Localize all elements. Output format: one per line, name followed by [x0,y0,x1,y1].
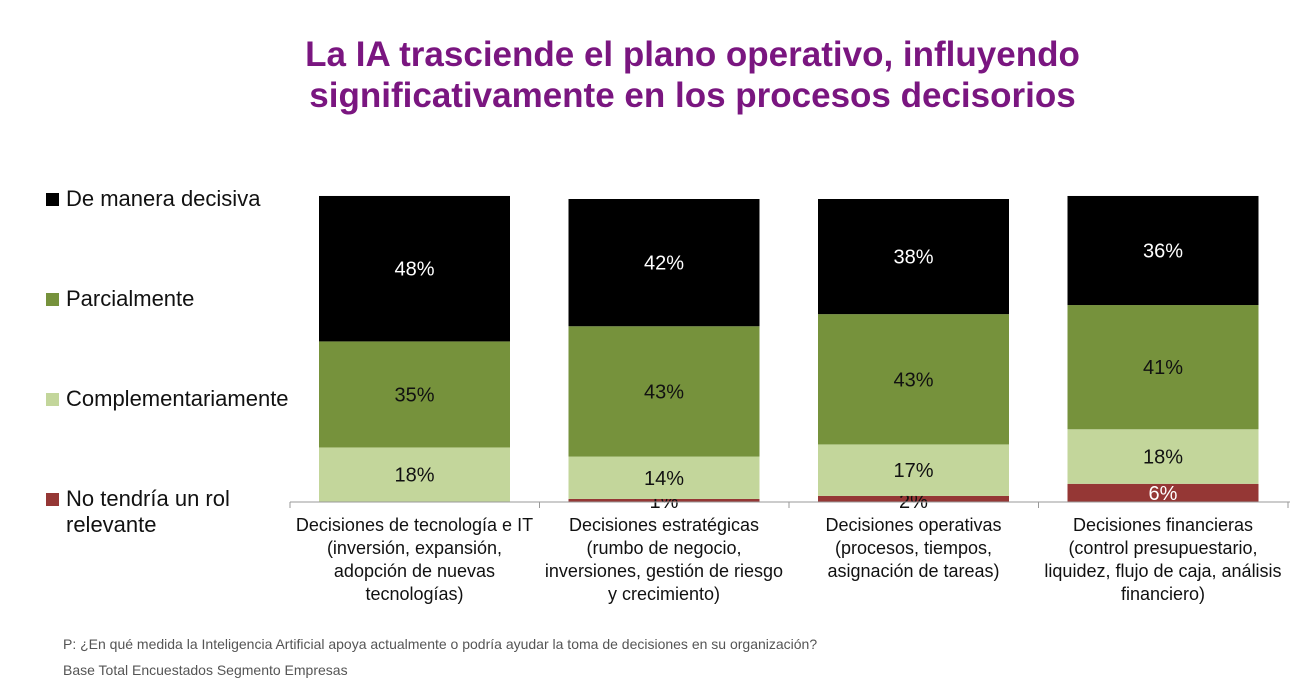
legend-swatch-decisiva [46,193,59,206]
bar-segment [1067,429,1259,484]
bar-segment [319,341,510,448]
bar-segment [568,199,760,327]
category-label: Decisiones operativas [825,515,1001,535]
legend-item-complementaria: Complementariamente [46,386,289,412]
chart-title-line-2: significativamente en los procesos decis… [309,76,1076,115]
data-label: 48% [394,259,434,281]
legend-label-no-rol-line-1: No tendría un rol [66,486,230,511]
category-label: asignación de tareas) [827,561,999,581]
category-label: Decisiones de tecnología e IT [296,515,533,535]
category-label: y crecimiento) [608,584,720,604]
category-label: tecnologías) [365,584,463,604]
category-label: (control presupuestario, [1068,538,1257,558]
data-label: 41% [1143,357,1183,379]
legend-label-complementaria: Complementariamente [66,386,289,411]
category-label: (procesos, tiempos, [835,538,992,558]
bar-segment [568,498,760,502]
category-label: financiero) [1121,584,1205,604]
footnote-base: Base Total Encuestados Segmento Empresas [63,662,348,678]
legend-swatch-no-rol [46,493,59,506]
legend-label-no-rol: No tendría un rol relevante [66,486,230,538]
bar-segment [818,199,1009,315]
chart-title: La IA trasciende el plano operativo, inf… [200,34,1185,116]
data-label: 42% [644,253,684,275]
legend-swatch-parcial [46,293,59,306]
data-label: 43% [893,369,933,391]
data-label: 35% [394,384,434,406]
category-label: adopción de nuevas [334,561,495,581]
legend-label-parcial: Parcialmente [66,286,195,311]
data-label: 36% [1143,241,1183,263]
data-label: 14% [644,468,684,490]
data-label: 38% [893,247,933,269]
legend-swatch-complementaria [46,393,59,406]
legend-item-decisiva: De manera decisiva [46,186,260,212]
legend-item-parcial: Parcialmente [46,286,194,312]
chart-title-line-1: La IA trasciende el plano operativo, inf… [305,35,1080,74]
data-label: 6% [1149,483,1178,505]
bar-segment [818,444,1009,496]
bar-segment [568,456,760,499]
category-label: (rumbo de negocio, [586,538,741,558]
bar-segment [1067,483,1259,502]
bar-segment [319,195,510,342]
category-label: liquidez, flujo de caja, análisis [1044,561,1281,581]
data-label: 18% [394,465,434,487]
bar-segment [319,447,510,502]
legend-item-no-rol: No tendría un rol relevante [46,486,230,538]
data-label: 18% [1143,447,1183,469]
bar-segment [568,326,760,457]
legend-label-decisiva: De manera decisiva [66,186,261,211]
category-label: Decisiones financieras [1073,515,1253,535]
data-label: 43% [644,381,684,403]
bar-segment [818,495,1009,502]
data-label: 17% [893,460,933,482]
footnote-question: P: ¿En qué medida la Inteligencia Artifi… [63,636,818,652]
bar-segment [818,314,1009,445]
category-label: inversiones, gestión de riesgo [545,561,783,581]
bar-segment [1067,305,1259,430]
bar-segment [1067,195,1259,306]
legend-label-no-rol-line-2: relevante [66,512,157,537]
category-label: (inversión, expansión, [327,538,502,558]
category-label: Decisiones estratégicas [569,515,759,535]
